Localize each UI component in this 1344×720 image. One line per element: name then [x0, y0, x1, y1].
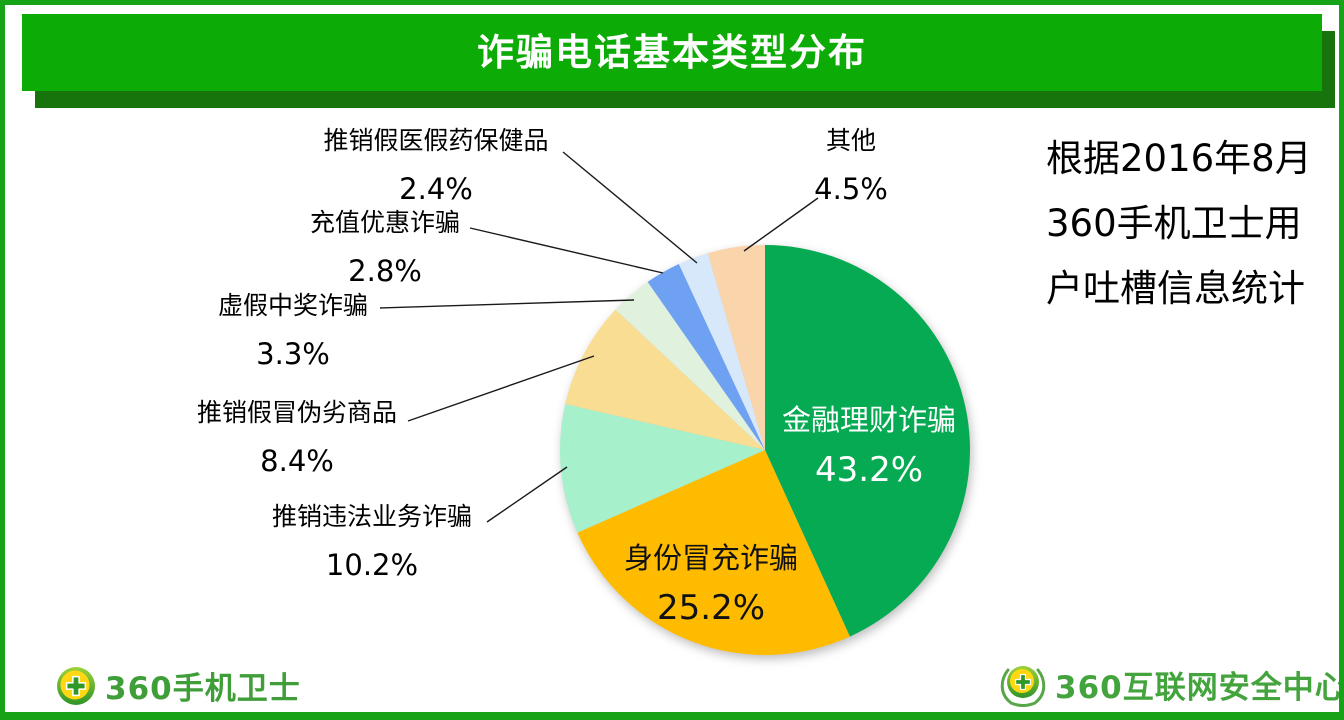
pie-slice-3: [565, 309, 765, 450]
slice-label-health-products: 推销假医假药保健品 2.4%: [323, 124, 548, 208]
360-mobile-guard-logo-text: 360手机卫士: [105, 671, 301, 707]
slice-label-text: 金融理财诈骗: [781, 403, 957, 437]
slice-label-identity-scam: 身份冒充诈骗 25.2%: [624, 539, 798, 630]
pie-slice-0: [765, 245, 970, 637]
slice-label-other: 其他 4.5%: [814, 124, 888, 208]
slice-label-illegal-business: 推销违法业务诈骗 10.2%: [272, 500, 472, 584]
slice-label-recharge-scam: 充值优惠诈骗 2.8%: [310, 206, 460, 290]
source-note-line: 根据2016年8月: [1046, 137, 1312, 180]
pie-slice-2: [559, 404, 765, 533]
slice-label-text: 其他: [825, 126, 876, 155]
360-security-center-logo: 360互联网安全中心: [999, 659, 1344, 709]
slice-label-text: 虚假中奖诈骗: [217, 291, 369, 320]
slice-label-percent: 43.2%: [814, 450, 924, 490]
slice-label-percent: 25.2%: [656, 588, 766, 628]
slice-label-percent: 10.2%: [325, 548, 419, 582]
slice-label-percent: 2.8%: [348, 254, 422, 288]
pie-slice-5: [647, 263, 765, 450]
source-note-line: 360手机卫士用: [1046, 202, 1302, 245]
slice-label-text: 推销假医假药保健品: [323, 126, 549, 155]
slice-label-text: 推销假冒伪劣商品: [196, 398, 398, 427]
slice-label-percent: 2.4%: [399, 172, 473, 206]
slice-label-text: 充值优惠诈骗: [309, 208, 461, 237]
360-security-center-logo-text: 360互联网安全中心: [1055, 669, 1344, 706]
slice-label-percent: 4.5%: [814, 172, 888, 206]
360-mobile-guard-logo-icon: [57, 666, 95, 705]
pie-slice-7: [707, 245, 765, 450]
360-security-center-logo-icon: [1000, 666, 1046, 707]
slice-label-percent: 8.4%: [260, 444, 334, 478]
pie-slice-1: [577, 450, 850, 655]
slice-label-text: 身份冒充诈骗: [623, 541, 799, 575]
slice-label-fake-prize: 虚假中奖诈骗 3.3%: [218, 289, 368, 373]
slice-label-counterfeit-goods: 推销假冒伪劣商品 8.4%: [197, 396, 397, 480]
source-note-line: 户吐槽信息统计: [1046, 267, 1305, 310]
pie-slice-4: [615, 281, 765, 450]
slice-label-text: 推销违法业务诈骗: [271, 502, 473, 531]
360-mobile-guard-logo: 360手机卫士: [55, 663, 301, 708]
slice-label-percent: 3.3%: [256, 337, 330, 371]
source-note: 根据2016年8月 360手机卫士用 户吐槽信息统计: [1046, 126, 1316, 321]
pie-chart: [545, 230, 985, 670]
slice-label-financial-scam: 金融理财诈骗 43.2%: [782, 401, 956, 492]
title-banner: 诈骗电话基本类型分布: [22, 14, 1322, 91]
page-title: 诈骗电话基本类型分布: [477, 31, 867, 74]
pie-chart-svg: [559, 245, 970, 655]
pie-slice-6: [678, 253, 765, 450]
